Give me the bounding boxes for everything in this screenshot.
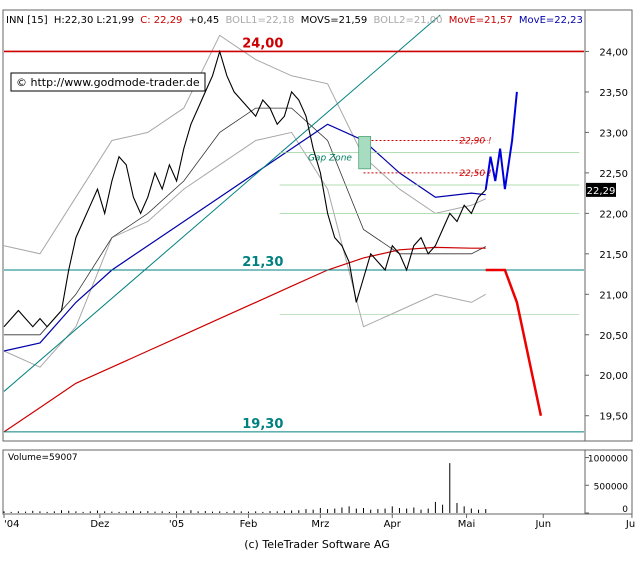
bollinger-lower-line <box>3 131 486 368</box>
level-label: 19,30 <box>242 417 283 432</box>
header-boll2: BOLL2=21,00 <box>373 15 442 26</box>
volume-tick-label: 500000 <box>594 482 629 492</box>
bollinger-upper-line <box>3 34 486 255</box>
x-tick-label: Apr <box>384 519 402 530</box>
x-tick-label: Feb <box>240 519 258 530</box>
watermark-text[interactable]: © http://www.godmode-trader.de <box>16 76 200 89</box>
y-tick-label: 22,50 <box>599 169 628 180</box>
gap-zone-box <box>358 136 372 170</box>
y-tick-label: 20,00 <box>599 371 628 382</box>
svg-text:INN [15] H:22,30 L:21,99: INN [15] H:22,30 L:21,99 C: 22,29 +0,45 … <box>6 15 583 26</box>
movs-line <box>4 107 486 336</box>
trend-line <box>3 14 441 392</box>
header-close: C: 22,29 <box>140 15 182 26</box>
level-label: 21,30 <box>242 255 283 270</box>
x-tick-label: '04 <box>4 519 19 530</box>
x-tick-label: '05 <box>169 519 184 530</box>
y-tick-label: 23,00 <box>599 128 628 139</box>
y-tick-label: 22,00 <box>599 209 628 220</box>
level-label: 24,00 <box>242 36 283 51</box>
footer-copyright: (c) TeleTrader Software AG <box>244 538 390 551</box>
volume-tick-label: 1000000 <box>588 455 628 465</box>
target-label: 22,50 ! <box>459 169 491 179</box>
header-move-short: MovE=22,23 <box>519 15 583 26</box>
header-movs: MOVS=21,59 <box>301 15 368 26</box>
volume-tick-label: 0 <box>622 505 628 515</box>
gap-zone-label: Gap Zone <box>308 154 352 164</box>
watermark-box <box>10 72 206 92</box>
y-tick-label: 24,00 <box>599 47 628 58</box>
header-high-low: H:22,30 L:21,99 <box>54 15 134 26</box>
x-tick-label: Jun <box>534 519 551 530</box>
current-price-label: 22,29 <box>587 186 616 197</box>
current-price-badge <box>586 182 616 197</box>
header-change: +0,45 <box>189 15 220 26</box>
y-tick-label: 20,50 <box>599 331 628 342</box>
header-symbol: INN [15] <box>6 15 48 26</box>
forecast-down-line <box>485 268 543 416</box>
moving-average-short-line <box>3 123 486 352</box>
volume-axis-panel <box>584 449 633 515</box>
y-tick-label: 21,00 <box>599 290 628 301</box>
volume-panel <box>2 449 586 515</box>
y-tick-label: 21,50 <box>599 250 628 261</box>
header-boll1: BOLL1=22,18 <box>225 15 294 26</box>
price-axis-panel <box>584 9 633 442</box>
price-line <box>3 49 487 328</box>
moving-average-long-line <box>3 246 486 433</box>
x-tick-label: Mai <box>458 519 476 530</box>
x-tick-label: Mrz <box>311 519 329 530</box>
y-tick-label: 19,50 <box>599 412 628 423</box>
forecast-up-line <box>484 91 518 191</box>
y-tick-label: 23,50 <box>599 88 628 99</box>
header-move-long: MovE=21,57 <box>449 15 513 26</box>
volume-label: Volume=59007 <box>8 453 78 463</box>
x-tick-label: Dez <box>90 519 109 530</box>
x-tick-label: Jul <box>625 519 635 530</box>
target-label: 22,90 ! <box>459 137 491 147</box>
